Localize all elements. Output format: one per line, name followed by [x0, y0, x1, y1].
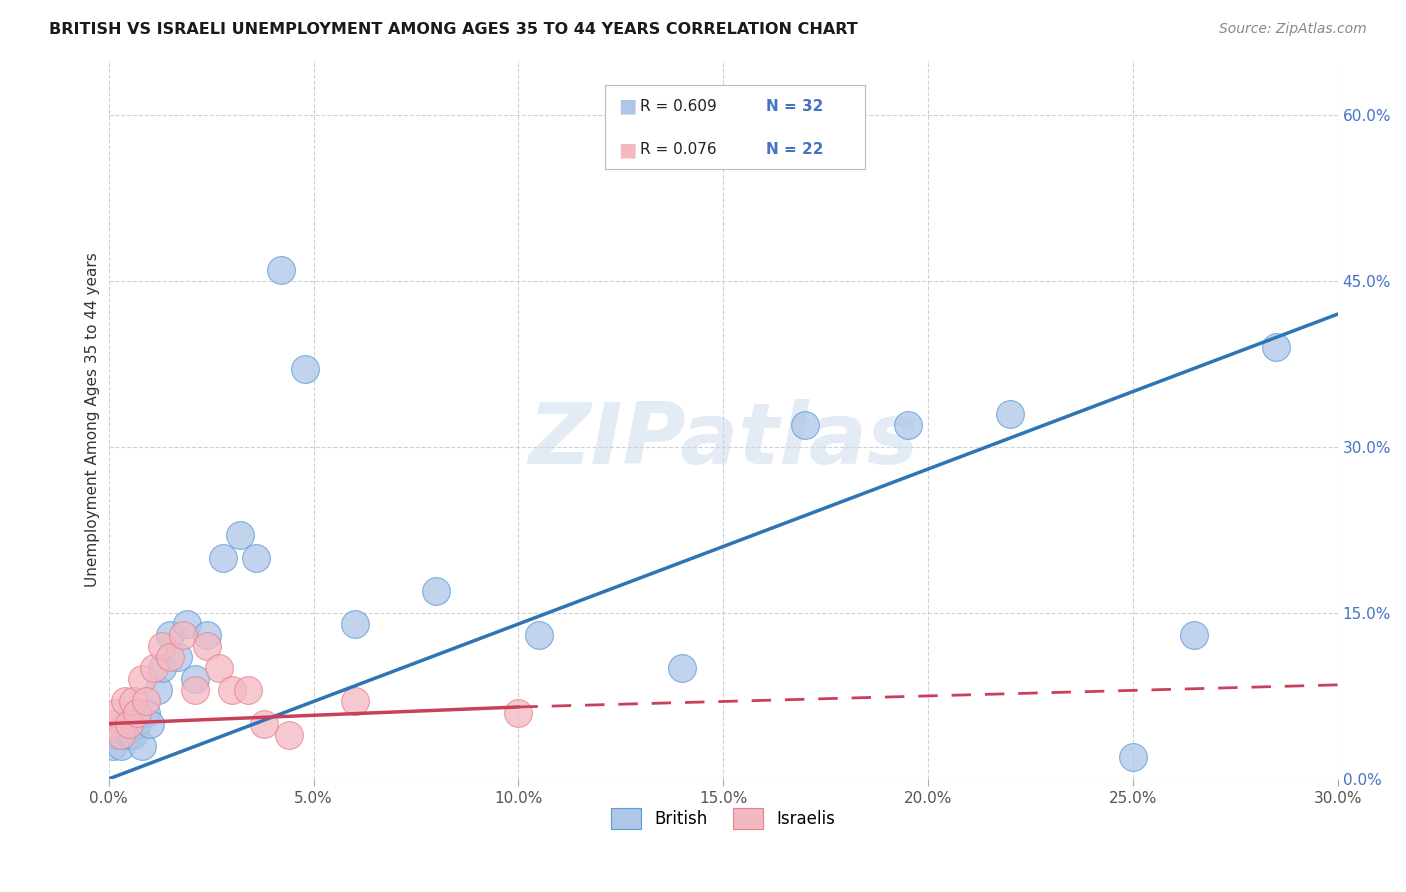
Point: [195, 628, 218, 642]
Point: [278, 728, 301, 742]
Point: [245, 550, 267, 565]
Point: [212, 550, 235, 565]
Text: R = 0.609: R = 0.609: [640, 99, 717, 113]
Point: [135, 694, 157, 708]
Point: [101, 716, 124, 731]
Point: [253, 716, 276, 731]
Point: [270, 263, 292, 277]
Point: [131, 739, 153, 753]
Point: [172, 628, 194, 642]
Point: [159, 650, 181, 665]
Point: [195, 639, 218, 653]
Point: [229, 528, 252, 542]
Point: [122, 694, 145, 708]
Point: [527, 628, 550, 642]
Point: [131, 673, 153, 687]
Text: ZIPatlas: ZIPatlas: [529, 400, 918, 483]
Point: [127, 716, 149, 731]
Point: [101, 739, 124, 753]
Point: [167, 650, 190, 665]
Point: [118, 716, 141, 731]
Point: [118, 728, 141, 742]
Point: [671, 661, 693, 675]
Text: BRITISH VS ISRAELI UNEMPLOYMENT AMONG AGES 35 TO 44 YEARS CORRELATION CHART: BRITISH VS ISRAELI UNEMPLOYMENT AMONG AG…: [49, 22, 858, 37]
Point: [1265, 340, 1288, 354]
Point: [184, 683, 207, 698]
Point: [135, 706, 157, 720]
Point: [343, 694, 366, 708]
Point: [508, 706, 530, 720]
Text: N = 32: N = 32: [766, 99, 824, 113]
Point: [425, 583, 447, 598]
Point: [794, 417, 817, 432]
Point: [176, 617, 198, 632]
Point: [146, 683, 169, 698]
Text: ■: ■: [619, 140, 637, 160]
Point: [110, 728, 132, 742]
Point: [105, 728, 128, 742]
Point: [114, 716, 136, 731]
Point: [159, 628, 181, 642]
Point: [236, 683, 259, 698]
Point: [1182, 628, 1205, 642]
Text: Source: ZipAtlas.com: Source: ZipAtlas.com: [1219, 22, 1367, 37]
Point: [998, 407, 1021, 421]
Text: ■: ■: [619, 96, 637, 116]
Point: [1122, 749, 1144, 764]
Point: [127, 706, 149, 720]
Point: [122, 728, 145, 742]
Point: [114, 694, 136, 708]
Point: [221, 683, 243, 698]
Point: [208, 661, 231, 675]
Point: [896, 417, 918, 432]
Text: R = 0.076: R = 0.076: [640, 143, 716, 157]
Point: [138, 716, 160, 731]
Legend: British, Israelis: British, Israelis: [605, 802, 842, 835]
Point: [105, 706, 128, 720]
Text: N = 22: N = 22: [766, 143, 824, 157]
Point: [184, 673, 207, 687]
Point: [343, 617, 366, 632]
Point: [150, 661, 173, 675]
Point: [110, 739, 132, 753]
Y-axis label: Unemployment Among Ages 35 to 44 years: Unemployment Among Ages 35 to 44 years: [86, 252, 100, 587]
Point: [142, 661, 165, 675]
Point: [294, 362, 316, 376]
Point: [150, 639, 173, 653]
